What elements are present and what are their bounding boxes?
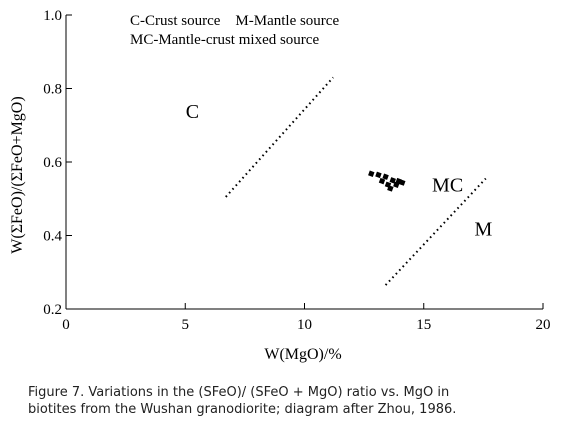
region-label: MC <box>432 174 463 196</box>
x-tick-label: 15 <box>416 317 431 333</box>
x-tick-label: 0 <box>62 317 70 333</box>
y-axis-label: W(ΣFeO)/(ΣFeO+MgO) <box>9 96 26 253</box>
data-point <box>368 170 375 177</box>
scatter-chart: 0 5 10 15 20 0.2 0.4 0.6 0.8 1.0 C MC M C-Crust so… <box>9 8 551 363</box>
region-labels: C MC M <box>186 101 493 241</box>
legend-line-1: C-Crust source M-Mantle source <box>130 13 339 29</box>
boundary-line <box>225 76 334 198</box>
y-tick-label: 0.6 <box>43 155 62 171</box>
axes <box>65 15 543 310</box>
caption-line-2: biotites from the Wushan granodiorite; d… <box>28 402 457 417</box>
y-ticks: 0.2 0.4 0.6 0.8 1.0 <box>43 8 72 318</box>
data-point <box>375 171 382 179</box>
y-tick-label: 0.8 <box>43 82 62 98</box>
data-point <box>387 185 394 192</box>
data-point <box>399 179 406 186</box>
x-ticks: 0 5 10 15 20 <box>62 303 551 333</box>
figure-caption: Figure 7. Variations in the (SFeO)/ (SFe… <box>28 384 558 418</box>
x-tick-label: 10 <box>297 317 312 333</box>
y-tick-label: 0.4 <box>43 229 62 245</box>
caption-line-1: Figure 7. Variations in the (SFeO)/ (SFe… <box>28 385 450 400</box>
data-points <box>368 170 406 192</box>
data-point <box>389 177 396 184</box>
y-tick-label: 0.2 <box>43 302 62 318</box>
data-point <box>378 177 386 185</box>
region-label: C <box>186 101 199 123</box>
boundary-lines <box>225 76 487 286</box>
x-tick-label: 20 <box>536 317 551 333</box>
y-tick-label: 1.0 <box>43 8 62 24</box>
region-label: M <box>474 219 492 241</box>
x-axis-label: W(MgO)/% <box>264 346 341 363</box>
x-tick-label: 5 <box>182 317 190 333</box>
data-point <box>382 173 389 180</box>
legend-line-2: MC-Mantle-crust mixed source <box>130 32 319 48</box>
